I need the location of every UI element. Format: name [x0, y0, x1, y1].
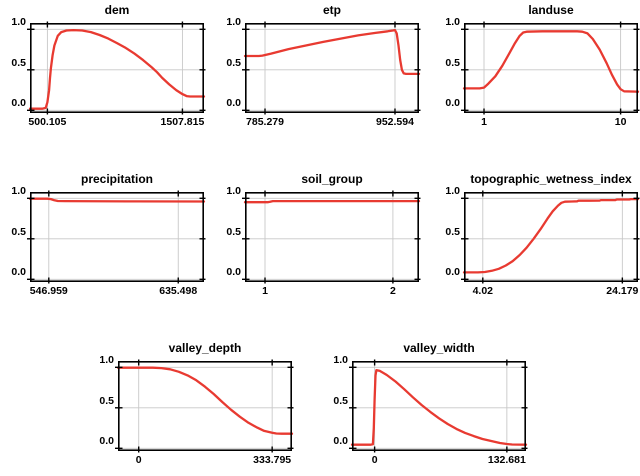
chart-canvas — [242, 21, 421, 115]
plot-border — [464, 23, 638, 114]
x-tick-label: 4.02 — [472, 285, 493, 297]
chart-row-3: valley_depth 1.0 0.5 0.0 0 333.795 valle… — [0, 338, 640, 476]
plot-border — [118, 361, 292, 452]
y-tick-label: 0.5 — [445, 226, 460, 238]
y-tick-label: 0.5 — [99, 395, 114, 407]
x-tick-label: 333.795 — [253, 454, 292, 466]
membership-curve — [28, 197, 206, 203]
y-tick-label: 0.5 — [11, 57, 26, 69]
chart-title-etp: etp — [323, 3, 341, 17]
y-tick-label: 0.0 — [11, 97, 26, 109]
panel-valley-width: valley_width 1.0 0.5 0.0 0 132.681 — [322, 338, 528, 476]
plot-precipitation: 546.959 635.498 — [27, 190, 206, 297]
chart-title-topographic-wetness-index: topographic_wetness_index — [470, 172, 632, 186]
y-tick-label: 1.0 — [99, 354, 114, 366]
membership-curve — [28, 28, 206, 110]
panel-dem: dem 1.0 0.5 0.0 500.105 1507.815 — [0, 0, 206, 150]
plot-landuse: 1 10 — [461, 21, 640, 128]
plot-valley-depth: 0 333.795 — [115, 359, 294, 466]
plot-valley-width: 0 132.681 — [349, 359, 528, 466]
panel-precipitation: precipitation 1.0 0.5 0.0 546.959 635.49… — [0, 169, 206, 319]
membership-curve — [116, 366, 294, 435]
x-tick-label: 24.179 — [606, 285, 639, 297]
chart-title-valley-width: valley_width — [403, 341, 475, 355]
y-tick-label: 1.0 — [333, 354, 348, 366]
chart-title-valley-depth: valley_depth — [168, 341, 242, 355]
membership-curve — [243, 199, 421, 204]
membership-curve — [462, 30, 640, 93]
chart-canvas — [461, 21, 640, 115]
x-tick-label: 2 — [389, 285, 396, 297]
x-tick-label: 952.594 — [376, 116, 414, 128]
x-tick-label: 1 — [262, 285, 268, 297]
chart-canvas — [27, 190, 206, 284]
membership-curve — [350, 368, 528, 446]
panel-soil-group: soil_group 1.0 0.5 0.0 1 2 — [215, 169, 421, 319]
y-tick-label: 1.0 — [11, 185, 26, 197]
y-tick-label: 0.0 — [445, 97, 460, 109]
plot-border — [30, 192, 204, 283]
panel-valley-depth: valley_depth 1.0 0.5 0.0 0 333.795 — [88, 338, 294, 476]
chart-row-2: precipitation 1.0 0.5 0.0 546.959 635.49… — [0, 169, 640, 329]
y-tick-label: 0.0 — [99, 435, 114, 447]
chart-title-precipitation: precipitation — [80, 172, 153, 186]
membership-curve — [243, 28, 421, 76]
x-tick-label: 546.959 — [29, 285, 68, 297]
y-tick-label: 1.0 — [226, 185, 241, 197]
y-tick-label: 0.5 — [333, 395, 348, 407]
x-tick-label: 132.681 — [487, 454, 526, 466]
y-tick-label: 1.0 — [445, 185, 460, 197]
x-tick-label: 1507.815 — [160, 116, 205, 128]
plot-soil-group: 1 2 — [242, 190, 421, 297]
y-tick-label: 0.5 — [445, 57, 460, 69]
x-tick-label: 0 — [371, 454, 378, 466]
plot-border — [352, 361, 526, 452]
y-tick-label: 0.5 — [11, 226, 26, 238]
y-tick-label: 0.5 — [226, 57, 241, 69]
plot-border — [245, 23, 419, 114]
chart-row-1: dem 1.0 0.5 0.0 500.105 1507.815 etp 1.0… — [0, 0, 640, 160]
membership-curve — [462, 197, 640, 274]
plot-dem: 500.105 1507.815 — [27, 21, 206, 128]
x-tick-label: 785.279 — [246, 116, 284, 128]
y-tick-label: 0.0 — [333, 435, 348, 447]
panel-landuse: landuse 1.0 0.5 0.0 1 10 — [434, 0, 640, 150]
y-tick-label: 0.0 — [226, 266, 241, 278]
chart-canvas — [461, 190, 640, 284]
y-tick-label: 1.0 — [11, 16, 26, 28]
x-tick-label: 635.498 — [159, 285, 198, 297]
chart-canvas — [115, 359, 294, 453]
y-tick-label: 0.0 — [445, 266, 460, 278]
y-tick-label: 1.0 — [226, 16, 241, 28]
chart-title-landuse: landuse — [528, 3, 574, 17]
y-tick-label: 0.0 — [11, 266, 26, 278]
plot-topographic-wetness-index: 4.02 24.179 — [461, 190, 640, 297]
plot-border — [30, 23, 204, 114]
chart-canvas — [27, 21, 206, 115]
x-tick-label: 1 — [481, 116, 487, 128]
panel-topographic-wetness-index: topographic_wetness_index 1.0 0.5 0.0 4.… — [434, 169, 640, 319]
x-tick-label: 500.105 — [28, 116, 67, 128]
x-tick-label: 10 — [614, 116, 627, 128]
chart-canvas — [242, 190, 421, 284]
y-tick-label: 1.0 — [445, 16, 460, 28]
y-tick-label: 0.5 — [226, 226, 241, 238]
plot-border — [464, 192, 638, 283]
plot-etp: 785.279 952.594 — [242, 21, 421, 128]
chart-title-soil-group: soil_group — [301, 172, 363, 186]
chart-title-dem: dem — [104, 3, 130, 17]
panel-etp: etp 1.0 0.5 0.0 785.279 952.594 — [215, 0, 421, 150]
plot-border — [245, 192, 419, 283]
chart-canvas — [349, 359, 528, 453]
y-tick-label: 0.0 — [226, 97, 241, 109]
x-tick-label: 0 — [135, 454, 142, 466]
